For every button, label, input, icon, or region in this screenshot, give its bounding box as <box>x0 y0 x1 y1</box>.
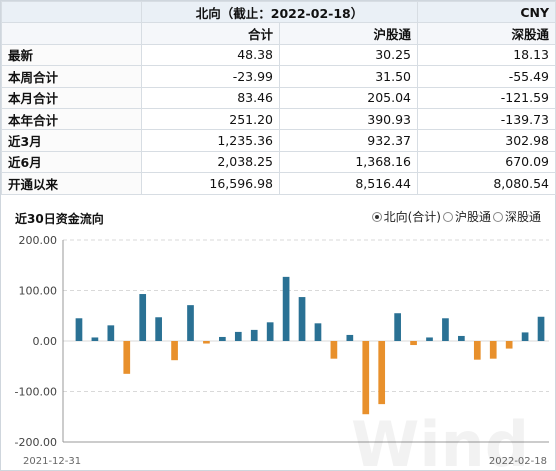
radio-dot[interactable] <box>371 211 382 222</box>
flow-bar <box>442 318 449 341</box>
row-value: 8,080.54 <box>417 172 556 195</box>
flow-bar <box>234 331 242 341</box>
flow-bar <box>266 322 274 341</box>
radio-dot[interactable] <box>442 211 453 222</box>
row-value: 31.50 <box>279 65 418 88</box>
label-layer: 200.00 100.00 0.00 -100.00 -200.00 2021-12-31… <box>15 234 547 467</box>
table-header-row: 合计 沪股通 深股通 <box>1 22 556 45</box>
row-value: 205.04 <box>279 86 418 109</box>
row-value: 932.37 <box>279 129 418 152</box>
row-value: -55.49 <box>417 65 556 88</box>
row-value: 1,368.16 <box>279 150 418 174</box>
row-label: 近3月 <box>1 129 142 152</box>
table-row: 本月合计 83.46 205.04 -121.59 <box>1 86 556 109</box>
radio-label: 沪股通 <box>454 210 491 224</box>
row-value: 2,038.25 <box>141 150 280 174</box>
row-value: -121.59 <box>417 86 556 109</box>
summary-table: 北向（截止：2022-02-18） CNY 合计 沪股通 深股通 最新 48.38… <box>1 0 556 195</box>
flow-bar <box>250 329 258 341</box>
flow-bar <box>473 341 481 360</box>
flow-bar <box>187 305 194 341</box>
bar-layer <box>75 276 545 415</box>
flow-bar <box>489 341 497 359</box>
table-row: 近6月 2,038.25 1,368.16 670.09 <box>1 150 556 174</box>
row-value: -139.73 <box>417 107 556 131</box>
x-end-label: 2022-02-18 <box>489 456 547 467</box>
y-tick-label: 200.00 <box>19 234 58 247</box>
row-value: 1,235.36 <box>141 129 280 152</box>
row-value: 8,516.44 <box>279 172 418 195</box>
flow-bar <box>123 341 131 374</box>
flow-bar <box>314 323 322 341</box>
flow-bar <box>346 334 354 341</box>
y-tick-label: -100.00 <box>15 386 57 399</box>
radio-label: 北向(合计) <box>383 210 441 224</box>
row-label: 最新 <box>1 43 142 67</box>
y-tick-label: 0.00 <box>33 335 58 348</box>
table-row: 最新 48.38 30.25 18.13 <box>1 43 556 67</box>
flow-bar <box>505 341 513 349</box>
row-value: 670.09 <box>417 150 556 174</box>
table-title-row: 北向（截止：2022-02-18） CNY <box>1 0 556 24</box>
flow-bar <box>171 341 178 361</box>
flow-bar <box>91 337 99 341</box>
radio-shanghai-connect[interactable]: 沪股通 <box>442 208 491 225</box>
series-radio-group: 北向(合计) 沪股通 深股通 <box>371 208 541 225</box>
row-value: 83.46 <box>141 86 280 109</box>
flow-bar <box>426 337 433 341</box>
row-value: 18.13 <box>417 43 556 67</box>
flow-bar <box>298 297 306 341</box>
row-value: -23.99 <box>141 65 280 88</box>
row-value: 390.93 <box>279 107 418 131</box>
column-header-shenzhen: 深股通 <box>417 22 556 45</box>
row-value: 30.25 <box>279 43 418 67</box>
flow-bar <box>139 294 147 341</box>
flow-bar <box>394 313 401 341</box>
flow-bar <box>330 341 338 359</box>
column-header-total: 合计 <box>141 22 280 45</box>
chart-section-title: 近30日资金流向 <box>15 212 104 226</box>
row-label: 本周合计 <box>1 65 142 88</box>
table-row: 本周合计 -23.99 31.50 -55.49 <box>1 65 556 88</box>
wind-watermark: Wind <box>351 408 529 470</box>
currency-label: CNY <box>417 0 556 24</box>
row-value: 48.38 <box>141 43 280 67</box>
row-label: 近6月 <box>1 150 142 174</box>
flow-bar <box>378 341 386 405</box>
radio-label: 深股通 <box>504 210 541 224</box>
table-row: 近3月 1,235.36 932.37 302.98 <box>1 129 556 152</box>
flow-bar <box>537 316 545 341</box>
flow-bar <box>282 276 290 341</box>
column-header-shanghai: 沪股通 <box>279 22 418 45</box>
flow-bar-chart: 200.00 100.00 0.00 -100.00 -200.00 2021-12-31… <box>15 234 549 470</box>
flow-bar <box>362 341 370 415</box>
flow-bar <box>155 317 162 341</box>
flow-bar <box>410 341 417 346</box>
row-value: 302.98 <box>417 129 556 152</box>
row-value: 251.20 <box>141 107 280 131</box>
radio-northbound-total[interactable]: 北向(合计) <box>371 208 441 225</box>
row-label: 开通以来 <box>1 172 142 195</box>
x-start-label: 2021-12-31 <box>23 456 81 467</box>
radio-shenzhen-connect[interactable]: 深股通 <box>492 208 541 225</box>
table-title: 北向（截止：2022-02-18） <box>141 0 418 24</box>
table-row: 本年合计 251.20 390.93 -139.73 <box>1 107 556 131</box>
y-tick-label: 100.00 <box>19 285 58 298</box>
row-label: 本年合计 <box>1 107 142 131</box>
table-row: 开通以来 16,596.98 8,516.44 8,080.54 <box>1 172 556 195</box>
row-label: 本月合计 <box>1 86 142 109</box>
radio-dot[interactable] <box>492 211 503 222</box>
flow-bar <box>107 325 115 341</box>
table-body: 最新 48.38 30.25 18.13 本周合计 -23.99 31.50 -55.49 本月… <box>1 43 556 195</box>
y-tick-label: -200.00 <box>15 436 57 449</box>
row-value: 16,596.98 <box>141 172 280 195</box>
flow-bar <box>458 335 465 341</box>
flow-bar <box>75 318 83 341</box>
flow-bar <box>203 341 210 344</box>
flow-bar <box>219 336 226 341</box>
flow-bar <box>521 332 529 341</box>
